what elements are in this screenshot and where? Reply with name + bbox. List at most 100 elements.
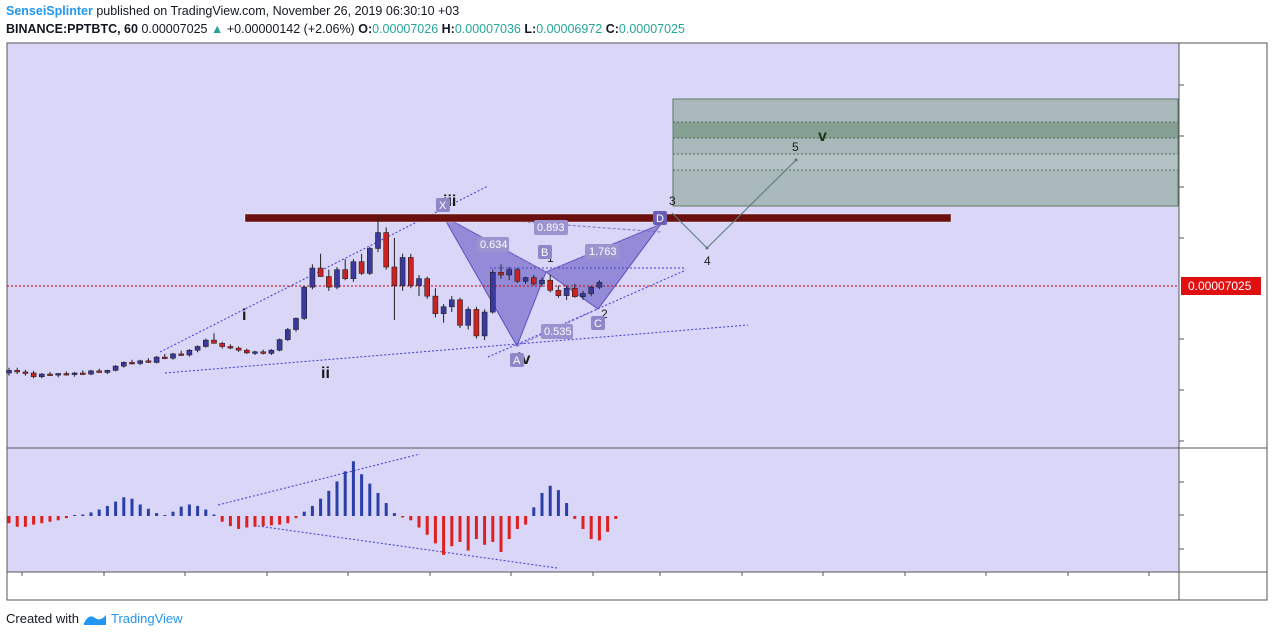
candle-body[interactable] bbox=[244, 349, 250, 354]
macd-bar bbox=[483, 516, 487, 545]
macd-bar bbox=[130, 498, 134, 516]
candle-body[interactable] bbox=[14, 370, 20, 373]
candle-body[interactable] bbox=[38, 373, 45, 378]
candle-body[interactable] bbox=[416, 278, 422, 286]
candle-body[interactable] bbox=[580, 293, 586, 297]
candle-body[interactable] bbox=[22, 371, 29, 374]
candle-body[interactable] bbox=[366, 248, 373, 274]
candles[interactable] bbox=[6, 216, 603, 379]
candle-body[interactable] bbox=[358, 261, 365, 274]
candle-body[interactable] bbox=[489, 271, 496, 313]
macd-bar bbox=[220, 516, 224, 522]
macd-bar bbox=[286, 516, 290, 524]
macd-bar bbox=[56, 516, 60, 521]
price-change: +0.00000142 (+2.06%) bbox=[226, 22, 355, 36]
candle-body[interactable] bbox=[399, 257, 406, 286]
candle-body[interactable] bbox=[104, 370, 111, 373]
target-zone[interactable] bbox=[672, 98, 1179, 207]
candle-body[interactable] bbox=[334, 269, 340, 288]
candle-body[interactable] bbox=[276, 339, 283, 351]
candle-body[interactable] bbox=[88, 370, 94, 375]
macd-histogram[interactable] bbox=[7, 461, 618, 555]
candle-body[interactable] bbox=[268, 349, 275, 354]
candle-body[interactable] bbox=[219, 343, 225, 347]
candle-body[interactable] bbox=[260, 351, 267, 354]
candle-body[interactable] bbox=[137, 360, 143, 364]
candle-body[interactable] bbox=[30, 372, 37, 378]
candle-body[interactable] bbox=[530, 277, 537, 285]
candle-body[interactable] bbox=[571, 287, 578, 297]
macd-bar bbox=[458, 516, 462, 542]
candle-body[interactable] bbox=[186, 349, 193, 356]
candle-body[interactable] bbox=[178, 353, 184, 356]
candle-body[interactable] bbox=[301, 286, 308, 319]
candle-body[interactable] bbox=[47, 373, 53, 376]
macd-bar bbox=[573, 516, 577, 519]
candle-body[interactable] bbox=[457, 299, 463, 326]
candle-body[interactable] bbox=[588, 286, 595, 294]
candle-body[interactable] bbox=[539, 279, 545, 285]
candle-body[interactable] bbox=[448, 299, 455, 308]
macd-bar bbox=[187, 504, 191, 516]
candle-body[interactable] bbox=[63, 373, 70, 376]
candle-body[interactable] bbox=[465, 309, 472, 326]
candle-body[interactable] bbox=[424, 278, 431, 297]
candle-body[interactable] bbox=[350, 261, 357, 279]
macd-bar bbox=[302, 511, 306, 516]
candle-body[interactable] bbox=[440, 306, 447, 314]
price-tag-label: 0.00007025 bbox=[1188, 279, 1252, 293]
price-axis[interactable] bbox=[1179, 43, 1267, 572]
macd-bar bbox=[401, 516, 405, 518]
candle-body[interactable] bbox=[71, 372, 78, 375]
candle-body[interactable] bbox=[153, 356, 160, 363]
candle-body[interactable] bbox=[555, 290, 562, 296]
candle-body[interactable] bbox=[309, 267, 316, 288]
candle-body[interactable] bbox=[6, 370, 12, 374]
candle-body[interactable] bbox=[96, 370, 102, 373]
candle-body[interactable] bbox=[596, 282, 603, 288]
high-value: 0.00007036 bbox=[454, 22, 521, 36]
resistance-zone[interactable] bbox=[244, 213, 952, 223]
candle-body[interactable] bbox=[547, 279, 554, 291]
candle-body[interactable] bbox=[80, 372, 86, 375]
candle-body[interactable] bbox=[317, 267, 324, 277]
candle-body[interactable] bbox=[55, 373, 62, 376]
candle-body[interactable] bbox=[227, 346, 234, 349]
candle-body[interactable] bbox=[522, 277, 529, 282]
macd-bar bbox=[606, 516, 610, 532]
candle-body[interactable] bbox=[498, 271, 504, 276]
macd-bar bbox=[360, 474, 364, 516]
candle-body[interactable] bbox=[211, 339, 217, 344]
candle-body[interactable] bbox=[383, 232, 390, 268]
candle-body[interactable] bbox=[342, 269, 349, 279]
candle-body[interactable] bbox=[252, 351, 258, 354]
candle-body[interactable] bbox=[293, 318, 299, 330]
candle-body[interactable] bbox=[563, 287, 570, 296]
candle-body[interactable] bbox=[407, 257, 414, 286]
tradingview-logo-icon bbox=[83, 614, 106, 625]
candle-body[interactable] bbox=[325, 276, 332, 288]
candle-body[interactable] bbox=[284, 329, 291, 340]
candle-body[interactable] bbox=[391, 266, 398, 286]
candle-body[interactable] bbox=[194, 346, 201, 351]
candle-body[interactable] bbox=[481, 311, 488, 337]
author-link[interactable]: SenseiSplinter bbox=[6, 4, 93, 18]
candle-body[interactable] bbox=[473, 309, 480, 337]
candle-body[interactable] bbox=[432, 295, 439, 314]
candle-body[interactable] bbox=[506, 269, 513, 276]
candle-body[interactable] bbox=[375, 232, 381, 249]
candle-body[interactable] bbox=[203, 339, 209, 347]
macd-pane[interactable] bbox=[7, 448, 1179, 572]
candle-body[interactable] bbox=[235, 347, 242, 351]
candle-body[interactable] bbox=[514, 269, 521, 282]
tradingview-link[interactable]: TradingView bbox=[110, 611, 183, 626]
candle-body[interactable] bbox=[162, 356, 168, 359]
candle-body[interactable] bbox=[112, 365, 119, 371]
candle-body[interactable] bbox=[170, 353, 176, 359]
candle-body[interactable] bbox=[145, 360, 152, 363]
candle-body[interactable] bbox=[121, 362, 127, 367]
symbol-name: BINANCE:PPTBTC, 60 bbox=[6, 22, 138, 36]
macd-bar bbox=[7, 516, 11, 524]
candle-body[interactable] bbox=[129, 362, 135, 365]
